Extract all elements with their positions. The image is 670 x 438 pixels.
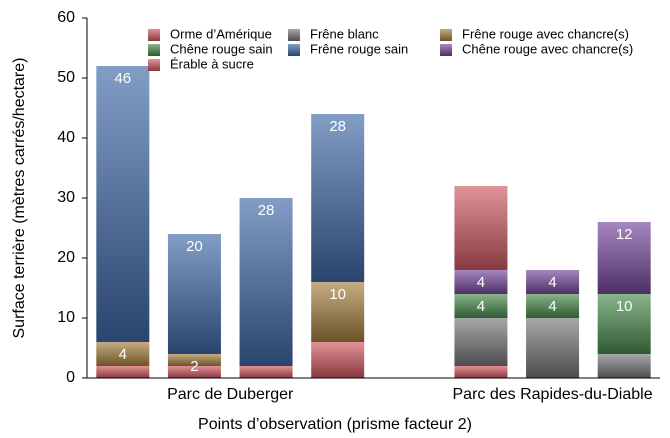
legend-swatch xyxy=(288,44,300,56)
legend-label: Frêne rouge sain xyxy=(310,41,408,56)
y-tick-label: 60 xyxy=(57,9,75,26)
value-label: 12 xyxy=(616,226,633,243)
legend-swatch xyxy=(148,44,160,56)
bar-segment xyxy=(167,354,221,366)
bar-segment xyxy=(597,354,651,378)
y-tick-label: 30 xyxy=(57,189,75,206)
bar-segment xyxy=(597,294,651,354)
value-label: 4 xyxy=(548,274,556,291)
bar-segment xyxy=(96,366,150,378)
legend-swatch xyxy=(148,59,160,71)
bar-segment xyxy=(454,186,508,270)
value-label: 28 xyxy=(329,118,346,135)
y-tick-label: 20 xyxy=(57,249,75,266)
x-axis-title: Points d’observation (prisme facteur 2) xyxy=(198,416,472,433)
bar-segment xyxy=(96,66,150,342)
bar-segment xyxy=(454,294,508,318)
legend-label: Chêne rouge avec chancre(s) xyxy=(462,41,633,56)
y-tick-label: 50 xyxy=(57,69,75,86)
bar-segment xyxy=(311,114,365,282)
value-label: 2 xyxy=(190,358,198,375)
group-label: Parc de Duberger xyxy=(167,386,294,403)
value-label: 4 xyxy=(119,346,127,363)
bar-segment xyxy=(526,318,580,378)
value-label: 4 xyxy=(548,298,556,315)
bar-segment xyxy=(526,294,580,318)
bar-segment xyxy=(311,342,365,378)
value-label: 46 xyxy=(114,70,131,87)
y-axis-title: Surface terrière (mètres carrés/hectare) xyxy=(11,58,28,339)
value-label: 28 xyxy=(258,202,275,219)
value-label: 4 xyxy=(477,274,485,291)
legend-label: Frêne rouge avec chancre(s) xyxy=(462,26,629,41)
y-tick-label: 40 xyxy=(57,129,75,146)
legend-swatch xyxy=(148,29,160,41)
bar-segment xyxy=(239,366,293,378)
legend-swatch xyxy=(440,29,452,41)
bar-segment xyxy=(311,282,365,342)
legend-swatch xyxy=(288,29,300,41)
value-label: 20 xyxy=(186,238,203,255)
bar-segment xyxy=(526,270,580,294)
legend-label: Orme d’Amérique xyxy=(170,26,272,41)
y-tick-label: 0 xyxy=(66,369,75,386)
bar-segment xyxy=(167,234,221,354)
legend-label: Frêne blanc xyxy=(310,26,379,41)
bar-segment xyxy=(167,366,221,378)
value-label: 4 xyxy=(477,298,485,315)
legend-swatch xyxy=(440,44,452,56)
value-label: 10 xyxy=(329,286,346,303)
bar-segment xyxy=(597,222,651,294)
legend-label: Érable à sucre xyxy=(170,56,254,71)
value-label: 10 xyxy=(616,298,633,315)
bar-segment xyxy=(454,318,508,366)
legend-label: Chêne rouge sain xyxy=(170,41,273,56)
group-label: Parc des Rapides-du-Diable xyxy=(453,386,653,403)
bar-segment xyxy=(454,366,508,378)
bar-segment xyxy=(239,198,293,366)
bar-segment xyxy=(454,270,508,294)
y-tick-label: 10 xyxy=(57,309,75,326)
bar-segment xyxy=(96,342,150,366)
